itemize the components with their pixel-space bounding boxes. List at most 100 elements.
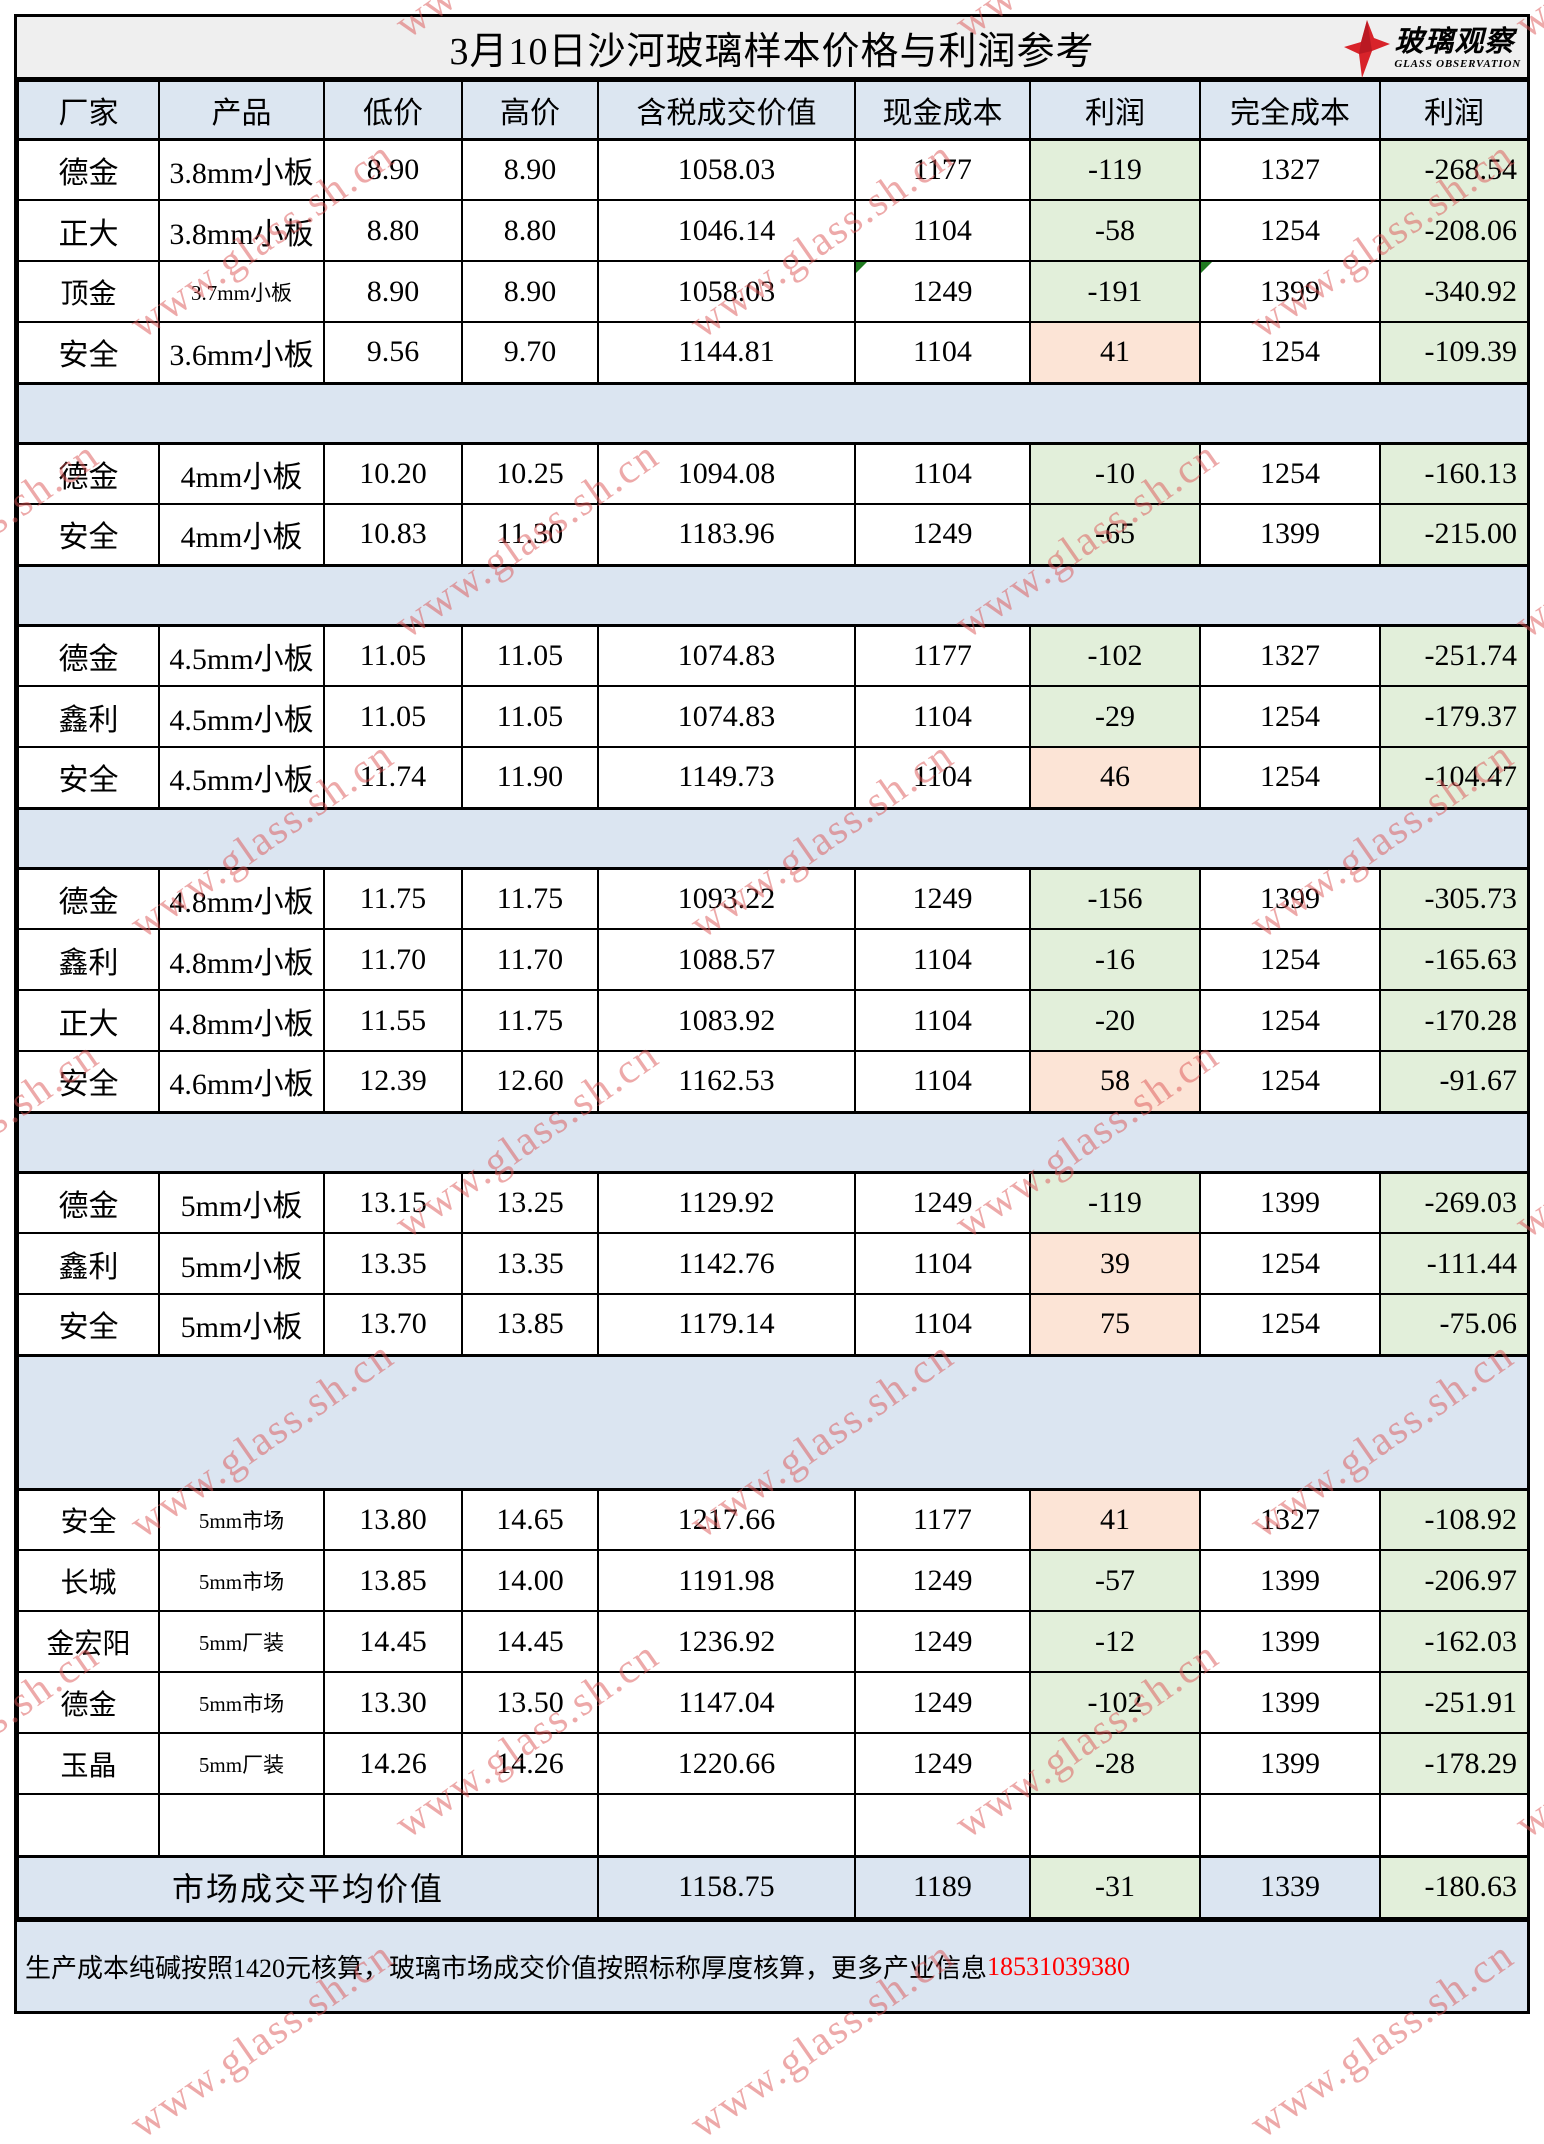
cell-full-profit: -111.44 bbox=[1379, 1232, 1529, 1295]
empty-cell bbox=[854, 1793, 1031, 1857]
cell-taxed-value: 1191.98 bbox=[597, 1549, 856, 1612]
section-separator bbox=[17, 1110, 1529, 1174]
cell-taxed-value: 1220.66 bbox=[597, 1732, 856, 1795]
cell-product: 4.6mm小板 bbox=[158, 1050, 325, 1113]
cell-product: 3.8mm小板 bbox=[158, 199, 325, 262]
cell-factory: 安全 bbox=[17, 1050, 160, 1113]
cell-product: 4mm小板 bbox=[158, 442, 325, 505]
cell-full-cost: 1254 bbox=[1199, 199, 1381, 262]
table-row: 鑫利 4.8mm小板 11.70 11.70 1088.57 1104 -16 1254 -16… bbox=[17, 928, 1529, 991]
table-row: 德金 4.5mm小板 11.05 11.05 1074.83 1177 -102 1327 -2… bbox=[17, 624, 1529, 687]
cell-product: 5mm市场 bbox=[158, 1488, 325, 1551]
cell-high-price: 11.70 bbox=[461, 928, 599, 991]
table-row: 德金 4.8mm小板 11.75 11.75 1093.22 1249 -156 1399 -3… bbox=[17, 867, 1529, 930]
cell-high-price: 14.00 bbox=[461, 1549, 599, 1612]
cell-full-profit: -268.54 bbox=[1379, 138, 1529, 201]
cell-full-cost: 1399 bbox=[1199, 1610, 1381, 1673]
cell-high-price: 8.90 bbox=[461, 138, 599, 201]
cell-taxed-value: 1046.14 bbox=[597, 199, 856, 262]
separator-band bbox=[17, 381, 1529, 445]
cell-low-price: 11.05 bbox=[323, 624, 463, 687]
cell-factory: 安全 bbox=[17, 746, 160, 809]
cell-product: 4mm小板 bbox=[158, 503, 325, 566]
cell-cash-cost: 1249 bbox=[854, 1549, 1031, 1612]
cell-full-cost: 1399 bbox=[1199, 1671, 1381, 1734]
cell-cash-profit: -12 bbox=[1029, 1610, 1201, 1673]
cell-full-profit: -208.06 bbox=[1379, 199, 1529, 262]
cell-taxed-value: 1058.03 bbox=[597, 260, 856, 323]
cell-high-price: 9.70 bbox=[461, 321, 599, 384]
cell-full-profit: -162.03 bbox=[1379, 1610, 1529, 1673]
cell-low-price: 11.74 bbox=[323, 746, 463, 809]
corner-triangle-icon bbox=[857, 263, 867, 273]
cell-cash-cost: 1177 bbox=[854, 138, 1031, 201]
cell-high-price: 8.80 bbox=[461, 199, 599, 262]
cell-low-price: 8.90 bbox=[323, 138, 463, 201]
table-row: 德金 5mm市场 13.30 13.50 1147.04 1249 -102 1399 -251… bbox=[17, 1671, 1529, 1734]
cell-high-price: 14.45 bbox=[461, 1610, 599, 1673]
empty-cell bbox=[158, 1793, 325, 1857]
cell-product: 5mm市场 bbox=[158, 1549, 325, 1612]
cell-cash-profit: 41 bbox=[1029, 1488, 1201, 1551]
cell-full-profit: -340.92 bbox=[1379, 260, 1529, 323]
logo-star-icon bbox=[1344, 20, 1391, 78]
table-row: 玉晶 5mm厂装 14.26 14.26 1220.66 1249 -28 1399 -178.… bbox=[17, 1732, 1529, 1795]
cell-full-cost: 1399 bbox=[1199, 503, 1381, 566]
summary-full-profit: -180.63 bbox=[1379, 1854, 1529, 1919]
cell-high-price: 11.05 bbox=[461, 685, 599, 748]
cell-cash-profit: -20 bbox=[1029, 989, 1201, 1052]
column-header-low: 低价 bbox=[323, 80, 463, 141]
summary-taxed-value: 1158.75 bbox=[597, 1854, 856, 1919]
cell-cash-profit: -102 bbox=[1029, 1671, 1201, 1734]
separator-band bbox=[17, 563, 1529, 627]
cell-full-profit: -251.74 bbox=[1379, 624, 1529, 687]
cell-factory: 德金 bbox=[17, 1671, 160, 1734]
cell-high-price: 11.90 bbox=[461, 746, 599, 809]
corner-triangle-icon bbox=[1202, 263, 1212, 273]
cell-cash-cost: 1104 bbox=[854, 199, 1031, 262]
empty-cell bbox=[597, 1793, 856, 1857]
cell-product: 5mm厂装 bbox=[158, 1732, 325, 1795]
logo-text-cn: 玻璃观察 bbox=[1394, 26, 1515, 58]
table-row: 鑫利 5mm小板 13.35 13.35 1142.76 1104 39 1254 -111.4… bbox=[17, 1232, 1529, 1295]
cell-full-cost: 1327 bbox=[1199, 1488, 1381, 1551]
cell-high-price: 13.35 bbox=[461, 1232, 599, 1295]
cell-cash-cost: 1177 bbox=[854, 1488, 1031, 1551]
cell-taxed-value: 1058.03 bbox=[597, 138, 856, 201]
cell-full-cost: 1327 bbox=[1199, 138, 1381, 201]
cell-full-cost: 1327 bbox=[1199, 624, 1381, 687]
cell-cash-cost: 1104 bbox=[854, 989, 1031, 1052]
cell-taxed-value: 1142.76 bbox=[597, 1232, 856, 1295]
section-separator bbox=[17, 806, 1529, 870]
cell-product: 5mm小板 bbox=[158, 1171, 325, 1234]
cell-cash-profit: -65 bbox=[1029, 503, 1201, 566]
cell-cash-cost: 1249 bbox=[854, 260, 1031, 323]
cell-factory: 鑫利 bbox=[17, 685, 160, 748]
footer-text: 生产成本纯碱按照1420元核算，玻璃市场成交价值按照标称厚度核算，更多产业信息 bbox=[25, 1954, 988, 1983]
cell-low-price: 9.56 bbox=[323, 321, 463, 384]
cell-full-cost: 1254 bbox=[1199, 1293, 1381, 1356]
table-row: 金宏阳 5mm厂装 14.45 14.45 1236.92 1249 -12 1399 -162… bbox=[17, 1610, 1529, 1673]
cell-taxed-value: 1093.22 bbox=[597, 867, 856, 930]
cell-high-price: 14.26 bbox=[461, 1732, 599, 1795]
cell-product: 5mm市场 bbox=[158, 1671, 325, 1734]
cell-cash-profit: 39 bbox=[1029, 1232, 1201, 1295]
cell-cash-cost: 1104 bbox=[854, 1232, 1031, 1295]
column-header-cash-profit: 利润 bbox=[1029, 80, 1201, 141]
cell-full-cost: 1254 bbox=[1199, 746, 1381, 809]
cell-product: 5mm小板 bbox=[158, 1232, 325, 1295]
cell-cash-cost: 1104 bbox=[854, 442, 1031, 505]
cell-low-price: 11.75 bbox=[323, 867, 463, 930]
cell-full-profit: -215.00 bbox=[1379, 503, 1529, 566]
cell-low-price: 14.45 bbox=[323, 1610, 463, 1673]
cell-cash-cost: 1104 bbox=[854, 928, 1031, 991]
cell-cash-cost: 1104 bbox=[854, 321, 1031, 384]
cell-high-price: 11.05 bbox=[461, 624, 599, 687]
table-row: 德金 4mm小板 10.20 10.25 1094.08 1104 -10 1254 -160.… bbox=[17, 442, 1529, 505]
cell-factory: 德金 bbox=[17, 1171, 160, 1234]
table-row: 安全 4mm小板 10.83 11.30 1183.96 1249 -65 1399 -215.… bbox=[17, 503, 1529, 566]
glass-observation-logo: 玻璃观察 GLASS OBSERVATION bbox=[1344, 20, 1521, 78]
cell-full-profit: -269.03 bbox=[1379, 1171, 1529, 1234]
empty-cell bbox=[1029, 1793, 1201, 1857]
cell-factory: 德金 bbox=[17, 867, 160, 930]
